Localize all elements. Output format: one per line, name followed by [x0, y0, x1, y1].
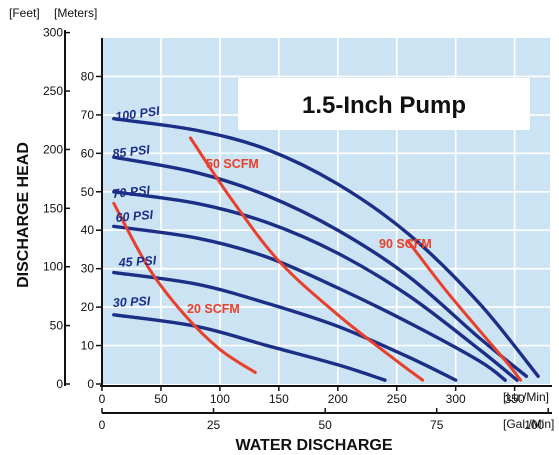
x-tick-label-liters: 100	[210, 392, 230, 406]
x-tick-label-liters: 0	[99, 392, 106, 406]
y-tick-label-meters: 50	[81, 185, 95, 199]
y-tick-label-meters: 30	[81, 262, 95, 276]
pressure-series-label: 45 PSI	[117, 253, 157, 270]
y-tick-label-meters: 20	[81, 300, 95, 314]
y-tick-label-feet: 300	[43, 26, 63, 40]
chart-title: 1.5-Inch Pump	[302, 92, 466, 119]
y-tick-label-feet: 200	[43, 142, 63, 156]
pressure-curve	[112, 224, 507, 382]
x-tick-label-gallons: 75	[430, 418, 444, 432]
y-tick-label-feet: 250	[43, 84, 63, 98]
x-tick-label-gallons: 50	[318, 418, 332, 432]
x-tick-label-liters: 50	[154, 392, 168, 406]
x-tick-label-gallons: 25	[207, 418, 221, 432]
air-series-label: 90 SCFM	[379, 237, 432, 251]
y-axis-title: DISCHARGE HEAD	[15, 142, 32, 288]
x-tick-label-liters: 300	[446, 392, 466, 406]
pressure-curves	[112, 117, 540, 382]
air-series-label: 20 SCFM	[187, 302, 240, 316]
y-tick-label-meters: 40	[81, 223, 95, 237]
x-unit-primary-label: [Ltr./Min]	[503, 390, 549, 404]
x-tick-label-gallons: 0	[99, 418, 106, 432]
x-tick-label-liters: 150	[269, 392, 289, 406]
y-tick-label-meters: 0	[87, 377, 94, 391]
air-curve	[188, 136, 425, 382]
y-tick-label-feet: 0	[56, 377, 63, 391]
pressure-curve	[112, 190, 519, 382]
pressure-series-label: 85 PSI	[112, 142, 151, 161]
x-unit-secondary-label: [Gal./Min]	[503, 417, 554, 431]
air-curve	[112, 201, 257, 374]
pressure-curve	[112, 117, 540, 379]
y-unit-primary-label: [Meters]	[54, 6, 97, 20]
y-tick-label-meters: 10	[81, 339, 95, 353]
pressure-series-label: 70 PSI	[112, 183, 151, 201]
x-tick-label-gallons: 100	[524, 418, 544, 432]
y-tick-label-meters: 70	[81, 108, 95, 122]
air-series-label: 50 SCFM	[206, 157, 259, 171]
x-tick-label-liters: 350	[505, 392, 525, 406]
pressure-curve	[112, 155, 529, 379]
x-tick-label-liters: 250	[387, 392, 407, 406]
air-curve	[407, 240, 523, 382]
air-consumption-curves	[112, 136, 523, 382]
y-tick-label-feet: 150	[43, 201, 63, 215]
series-labels: 100 PSI 85 PSI 70 PSI 60 PSI 45 PSI 30 PSI 20 …	[112, 104, 432, 316]
pressure-series-label: 100 PSI	[114, 104, 161, 124]
x-tick-label-liters: 200	[328, 392, 348, 406]
y-tick-label-feet: 50	[50, 319, 64, 333]
title-box	[238, 78, 530, 130]
y-unit-secondary-label: [Feet]	[9, 6, 40, 20]
y-tick-label-meters: 60	[81, 146, 95, 160]
pressure-series-label: 30 PSI	[112, 294, 151, 310]
pressure-curve	[112, 270, 458, 382]
pressure-series-label: 60 PSI	[115, 208, 154, 225]
y-tick-label-feet: 100	[43, 260, 63, 274]
x-axis-title: WATER DISCHARGE	[235, 437, 392, 454]
pressure-curve	[112, 313, 387, 382]
y-tick-label-meters: 80	[81, 69, 95, 83]
